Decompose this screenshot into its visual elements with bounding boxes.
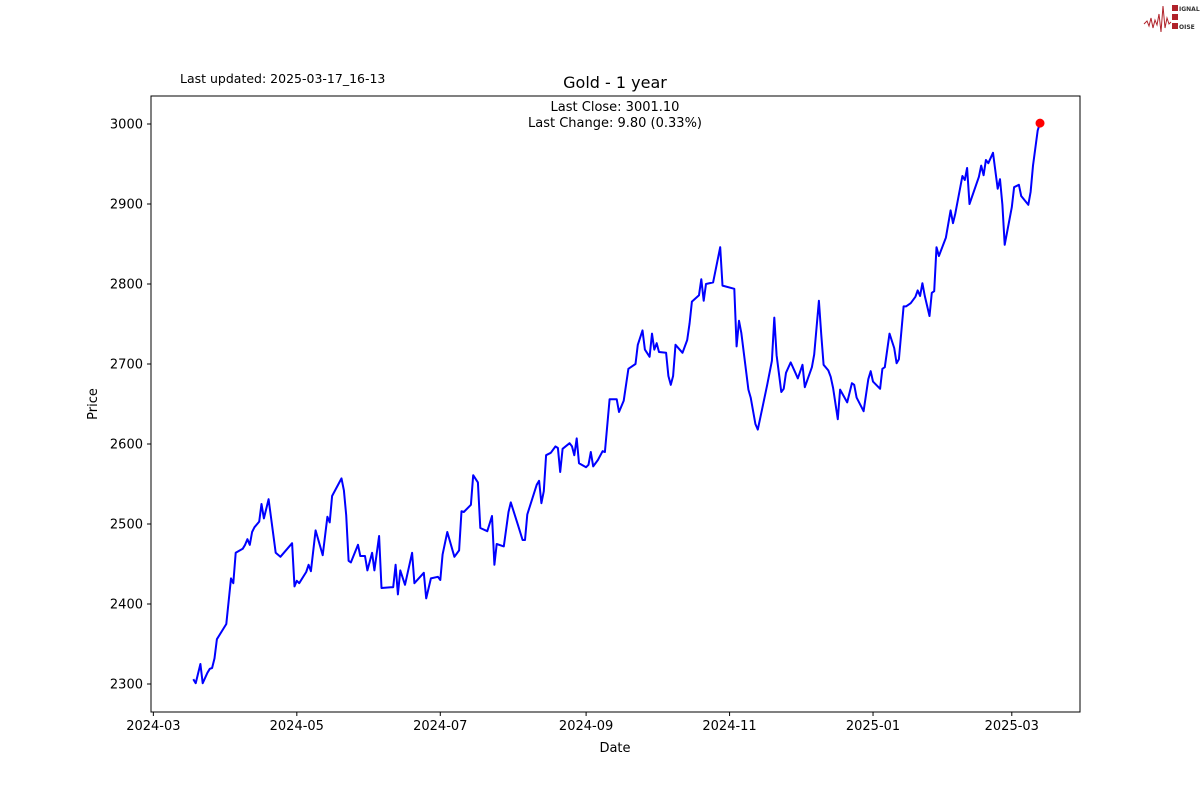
logo-text-1: IGNAL <box>1179 6 1200 13</box>
x-tick-label: 2024-05 <box>270 719 324 734</box>
logo-text-3: OISE <box>1179 24 1195 31</box>
chart-title: Gold - 1 year <box>563 73 667 92</box>
plot-area <box>150 95 1081 713</box>
y-tick-label: 2400 <box>110 598 143 613</box>
signal-2-noise-logo: IGNAL OISE <box>1143 5 1200 33</box>
x-axis-label: Date <box>599 741 630 756</box>
last-updated-label: Last updated: 2025-03-17_16-13 <box>180 71 385 86</box>
y-tick-label: 2600 <box>110 438 143 453</box>
y-tick-label: 3000 <box>110 118 143 133</box>
y-axis-ticks: 2300 2400 2500 2600 2700 2800 2900 3000 <box>110 118 151 693</box>
x-tick-label: 2025-01 <box>846 719 900 734</box>
y-tick-label: 2900 <box>110 198 143 213</box>
y-axis-label: Price <box>86 388 101 420</box>
x-tick-label: 2024-11 <box>702 719 756 734</box>
last-close-marker <box>1035 118 1045 128</box>
x-tick-label: 2024-07 <box>413 719 467 734</box>
x-tick-label: 2024-09 <box>559 719 613 734</box>
logo-wave <box>1143 5 1172 33</box>
x-tick-label: 2024-03 <box>126 719 180 734</box>
y-tick-label: 2500 <box>110 518 143 533</box>
x-tick-label: 2025-03 <box>985 719 1039 734</box>
last-close-annotation: Last Close: 3001.10 <box>551 100 680 115</box>
logo-box-2 <box>1172 14 1178 20</box>
last-change-annotation: Last Change: 9.80 (0.33%) <box>528 116 702 131</box>
price-line <box>192 122 1041 685</box>
logo-box-1 <box>1172 5 1178 11</box>
x-axis-ticks: 2024-03 2024-05 2024-07 2024-09 2024-11 2025-… <box>126 712 1039 734</box>
y-tick-label: 2800 <box>110 278 143 293</box>
logo-box-3 <box>1172 23 1178 29</box>
y-tick-label: 2700 <box>110 358 143 373</box>
y-tick-label: 2300 <box>110 678 143 693</box>
